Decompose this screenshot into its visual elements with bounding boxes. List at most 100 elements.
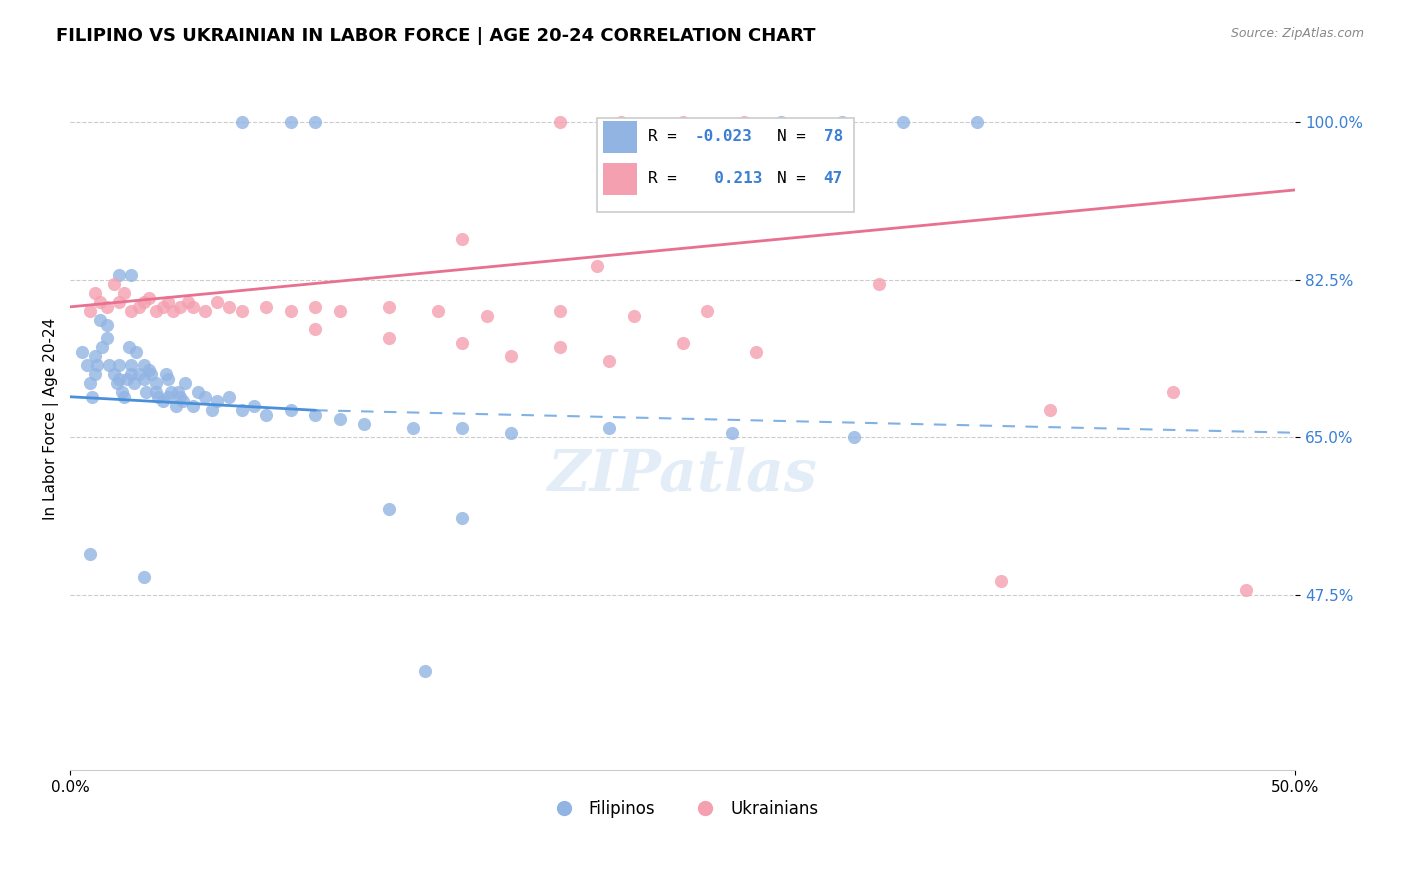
Point (720, 425, 742, 440)
Point (231, 304, 253, 318)
Point (769, 115, 792, 129)
Text: FILIPINO VS UKRAINIAN IN LABOR FORCE | AGE 20-24 CORRELATION CHART: FILIPINO VS UKRAINIAN IN LABOR FORCE | A… (56, 27, 815, 45)
Point (91, 340, 114, 354)
Point (1234, 583, 1257, 598)
Point (79, 547, 101, 561)
Point (118, 340, 141, 354)
Point (132, 359, 155, 373)
Point (304, 322, 326, 336)
Point (329, 304, 352, 318)
FancyBboxPatch shape (603, 121, 637, 153)
Point (891, 115, 914, 129)
Point (103, 368, 125, 382)
Point (181, 300, 204, 314)
Point (610, 115, 633, 129)
Point (672, 335, 695, 350)
Point (672, 115, 695, 129)
Point (79, 304, 101, 318)
Point (451, 335, 474, 350)
Point (501, 349, 523, 363)
Point (121, 368, 143, 382)
Point (169, 390, 191, 404)
Text: 78: 78 (824, 129, 842, 145)
Point (108, 268, 131, 283)
Text: 0.213: 0.213 (695, 171, 762, 186)
Point (598, 421, 620, 435)
Point (159, 385, 181, 400)
Point (218, 390, 240, 404)
Point (1161, 385, 1184, 400)
Point (254, 408, 277, 422)
Point (105, 376, 128, 391)
Point (115, 372, 138, 386)
Point (181, 399, 204, 413)
Text: ZIPatlas: ZIPatlas (548, 447, 818, 504)
Point (98, 359, 121, 373)
Legend: Filipinos, Ukrainians: Filipinos, Ukrainians (540, 794, 825, 825)
Point (145, 376, 167, 391)
Y-axis label: In Labor Force | Age 20-24: In Labor Force | Age 20-24 (44, 318, 59, 520)
Point (231, 115, 253, 129)
FancyBboxPatch shape (603, 163, 637, 194)
Point (329, 412, 352, 426)
Point (548, 340, 571, 354)
Point (548, 304, 571, 318)
Point (745, 344, 768, 359)
Point (79, 376, 101, 391)
Point (243, 399, 266, 413)
Point (132, 295, 155, 310)
Point (868, 277, 890, 292)
Point (103, 277, 125, 292)
Point (76, 359, 98, 373)
Point (586, 260, 609, 274)
Point (733, 115, 755, 129)
Point (89, 295, 111, 310)
Point (83, 286, 105, 301)
Point (501, 425, 523, 440)
Point (83, 368, 105, 382)
Point (205, 295, 228, 310)
Point (451, 511, 474, 525)
Text: 47: 47 (824, 171, 842, 186)
Point (844, 430, 866, 444)
Point (174, 376, 197, 391)
Point (112, 286, 135, 301)
Point (966, 115, 988, 129)
Point (155, 368, 177, 382)
Point (108, 359, 131, 373)
Point (162, 304, 184, 318)
Point (108, 372, 131, 386)
Point (280, 304, 302, 318)
Point (145, 385, 167, 400)
Point (112, 390, 135, 404)
Point (218, 300, 240, 314)
Text: N =: N = (778, 171, 815, 186)
Point (96, 331, 118, 345)
Point (157, 295, 180, 310)
Point (280, 403, 302, 417)
Point (121, 359, 143, 373)
Point (132, 569, 155, 583)
Point (194, 390, 217, 404)
Point (194, 304, 217, 318)
Point (304, 300, 326, 314)
Point (148, 390, 170, 404)
Point (415, 664, 437, 678)
Text: R =: R = (648, 129, 688, 145)
Point (121, 304, 143, 318)
Point (205, 394, 228, 409)
Point (377, 300, 399, 314)
FancyBboxPatch shape (598, 118, 855, 212)
Point (165, 399, 187, 413)
Point (128, 300, 150, 314)
Point (475, 309, 498, 323)
Point (831, 115, 853, 129)
Point (402, 421, 425, 435)
Point (254, 300, 277, 314)
Point (89, 313, 111, 327)
Point (377, 331, 399, 345)
Point (83, 349, 105, 363)
Text: N =: N = (778, 129, 815, 145)
Text: Source: ZipAtlas.com: Source: ZipAtlas.com (1230, 27, 1364, 40)
Point (1039, 403, 1062, 417)
